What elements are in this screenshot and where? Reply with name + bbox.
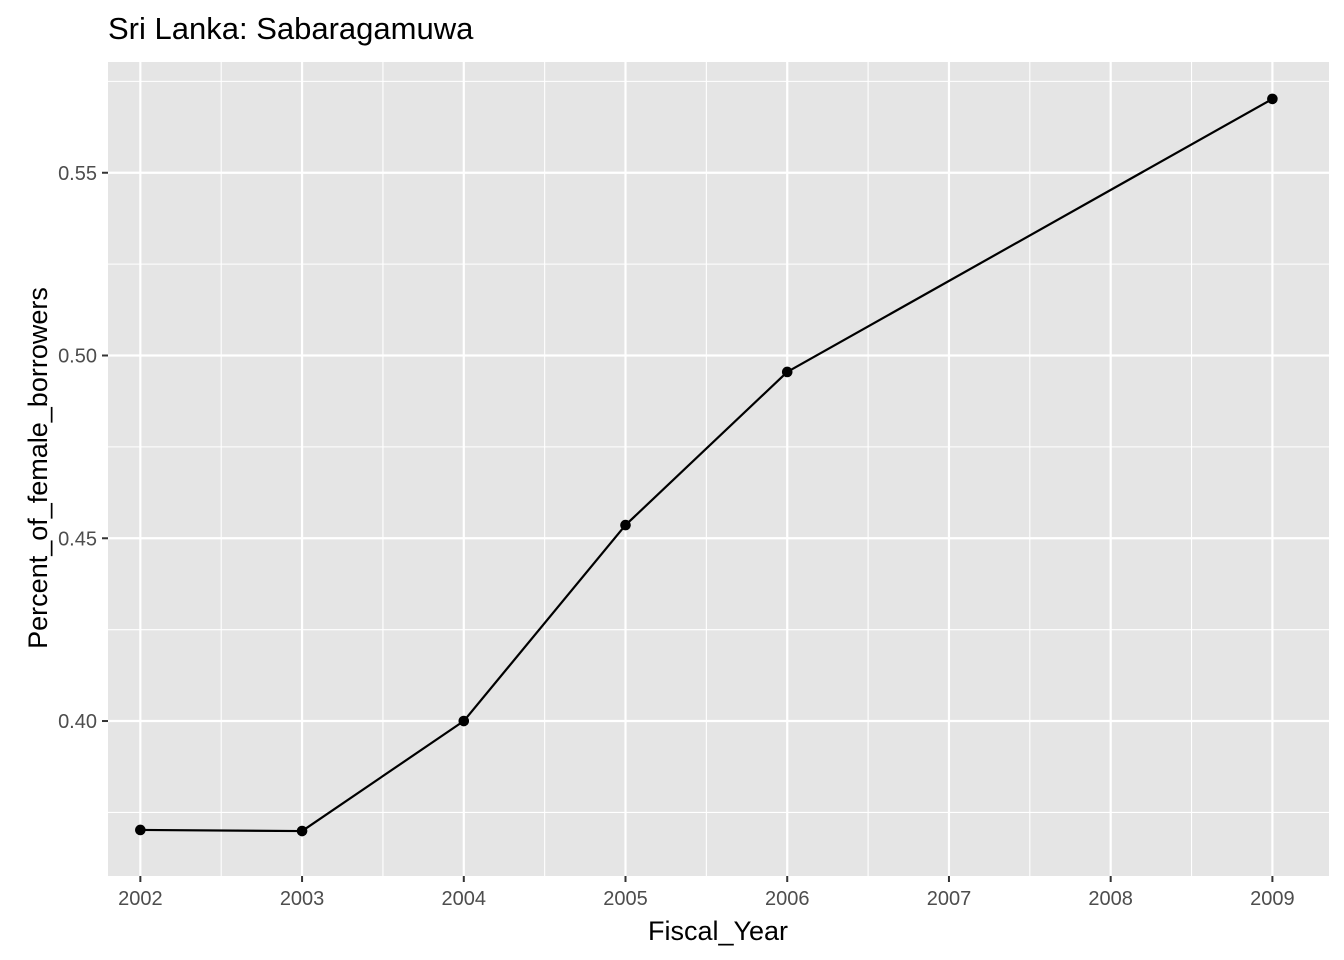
x-tick-label: 2009 (1250, 888, 1295, 910)
x-tick-label: 2003 (280, 888, 325, 910)
y-tick-label: 0.55 (58, 163, 97, 185)
x-tick-label: 2008 (1088, 888, 1133, 910)
x-tick-label: 2002 (118, 888, 163, 910)
x-axis: 2002 2003 2004 2005 2006 2007 2008 2009 (118, 876, 1295, 910)
y-axis-title: Percent_of_female_borrowers (23, 287, 53, 649)
data-point (135, 824, 146, 836)
data-point (781, 366, 793, 378)
minor-gridlines (108, 62, 1329, 876)
x-axis-title: Fiscal_Year (648, 916, 788, 946)
y-tick-label: 0.45 (58, 528, 97, 550)
data-point (1267, 93, 1278, 105)
data-point (296, 825, 308, 837)
major-gridlines (108, 62, 1329, 876)
chart-title: Sri Lanka: Sabaragamuwa (108, 11, 474, 46)
x-tick-label: 2006 (765, 888, 810, 910)
plot-panel (108, 62, 1329, 876)
data-point (620, 519, 631, 531)
series-line-group (140, 97, 1273, 833)
x-tick-label: 2005 (603, 888, 648, 910)
x-tick-label: 2004 (442, 888, 487, 910)
data-point (458, 715, 470, 727)
y-axis: 0.40 0.45 0.50 0.55 (58, 163, 108, 733)
y-tick-label: 0.50 (58, 346, 97, 368)
x-tick-label: 2007 (927, 888, 972, 910)
y-tick-label: 0.40 (58, 711, 97, 733)
data-points (135, 93, 1278, 837)
series-line (140, 97, 1273, 833)
